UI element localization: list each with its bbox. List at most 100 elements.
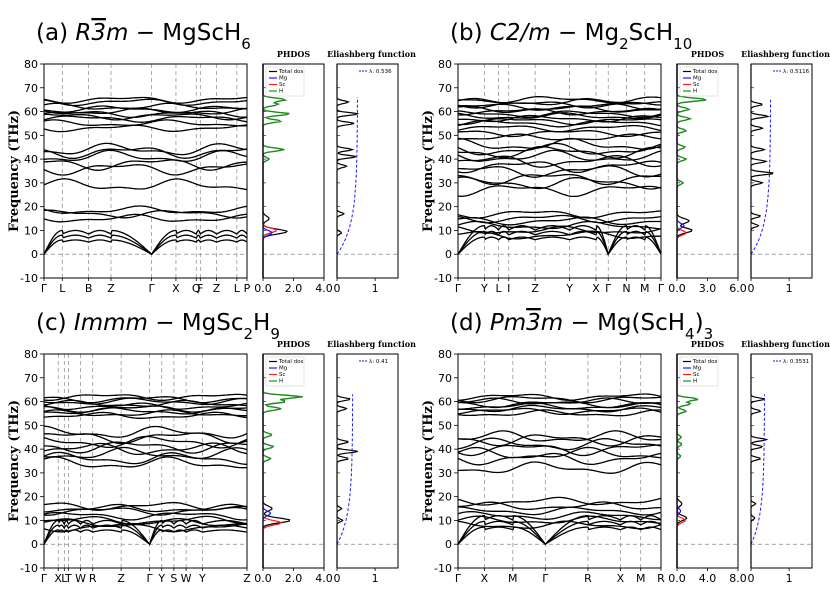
- title-subscript: 2: [244, 325, 254, 343]
- phdos-x-tick-label: 3.0: [699, 282, 717, 295]
- optical-branch-mid: [457, 176, 662, 190]
- kpath-label: Y: [565, 282, 573, 295]
- panel-title: (c) Immm − MgSc2H9: [36, 310, 280, 343]
- y-tick-label: 60: [438, 106, 452, 119]
- band-structure: [43, 96, 248, 256]
- optical-branch-mid: [457, 446, 662, 459]
- eliashberg-frame: [750, 63, 813, 279]
- optical-branch-high: [43, 397, 248, 406]
- lambda-curve: [750, 394, 765, 545]
- y-axis-label: Frequency (THz): [7, 110, 22, 232]
- optical-branch-mid: [43, 149, 248, 162]
- optical-branch-high: [458, 404, 662, 413]
- title-spacegroup-bar: 3: [91, 20, 106, 46]
- eliashberg-frame: [336, 353, 399, 569]
- title-subscript: 9: [270, 325, 280, 343]
- title-subscript: 3: [704, 325, 714, 343]
- eliashberg-x-tick-label: 1: [372, 282, 379, 295]
- y-tick-label: 40: [24, 443, 38, 456]
- y-tick-label: 80: [24, 58, 38, 71]
- optical-branch-high: [457, 97, 661, 106]
- optical-branch-high: [43, 105, 247, 114]
- kpath-label: Z: [243, 572, 251, 585]
- title-formula: − Mg(ScH: [563, 310, 685, 336]
- eliashberg-frame: [750, 353, 813, 569]
- y-axis-label: Frequency (THz): [421, 400, 436, 522]
- title-formula: − MgScH: [128, 20, 241, 46]
- optical-branch-low: [457, 216, 661, 226]
- phdos-x-tick-label: 8.0: [729, 572, 747, 585]
- optical-branch-high: [457, 103, 662, 111]
- y-tick-label: -10: [434, 562, 452, 575]
- optical-branch-low: [43, 209, 248, 219]
- kpath-label: T: [64, 572, 72, 585]
- kpath-label: Γ: [542, 572, 549, 585]
- kpath-label: Y: [480, 282, 488, 295]
- y-tick-label: 70: [438, 82, 452, 95]
- y-tick-label: 10: [24, 224, 38, 237]
- acoustic-branch: [457, 230, 662, 256]
- y-tick-label: 20: [24, 201, 38, 214]
- band-frame: [43, 353, 248, 569]
- kpath-label: X: [54, 572, 62, 585]
- kpath-label: R: [89, 572, 97, 585]
- lambda-legend-label: λ: 0.5116: [783, 69, 810, 75]
- lambda-legend-label: λ: 0.536: [369, 69, 392, 75]
- y-tick-label: 60: [24, 106, 38, 119]
- phdos-x-tick-label: 4.0: [315, 282, 333, 295]
- acoustic-branch: [43, 239, 248, 255]
- y-tick-label: 40: [24, 153, 38, 166]
- kpath-label: Γ: [41, 572, 48, 585]
- optical-branch-low: [457, 520, 662, 530]
- phdos-x-tick-label: 4.0: [699, 572, 717, 585]
- phdos-x-tick-label: 0.0: [254, 282, 272, 295]
- y-tick-label: 80: [438, 348, 452, 361]
- optical-branch-mid: [43, 425, 248, 439]
- optical-branch-mid: [458, 461, 662, 474]
- y-tick-label: 20: [438, 491, 452, 504]
- kpath-label: L: [234, 282, 241, 295]
- kpath-label: W: [181, 572, 192, 585]
- phdos-x-tick-label: 0.0: [254, 572, 272, 585]
- y-tick-label: 30: [24, 467, 38, 480]
- acoustic-branch: [43, 524, 248, 546]
- eliashberg-frame: [336, 63, 399, 279]
- a2f-curve: [336, 354, 358, 568]
- legend-label: Total dos: [278, 359, 303, 365]
- a2f-curve: [336, 64, 360, 278]
- band-structure: [457, 393, 662, 546]
- optical-branch-mid: [458, 430, 662, 442]
- kpath-label: M: [640, 282, 650, 295]
- title-spacegroup: Immm: [74, 310, 148, 336]
- optical-branch-high: [457, 118, 662, 126]
- kpath-label: Y: [198, 572, 206, 585]
- optical-branch-mid: [458, 434, 662, 447]
- legend-label: Mg: [279, 366, 287, 372]
- optical-branch-mid: [43, 456, 248, 469]
- kpath-label: Γ: [146, 572, 153, 585]
- y-tick-label: 30: [438, 467, 452, 480]
- kpath-label: Γ: [658, 282, 665, 295]
- y-tick-label: 30: [24, 177, 38, 190]
- y-tick-label: 20: [24, 491, 38, 504]
- kpath-label: Γ: [605, 282, 612, 295]
- y-tick-label: 0: [445, 538, 452, 551]
- title-spacegroup: R: [75, 20, 91, 46]
- y-tick-label: 10: [438, 224, 452, 237]
- kpath-label: X: [172, 282, 180, 295]
- phdos-header: PHDOS: [277, 49, 310, 59]
- kpath-label: M: [508, 572, 518, 585]
- kpath-label: X: [592, 282, 600, 295]
- lambda-curve: [336, 394, 354, 545]
- title-label: (d): [450, 310, 490, 336]
- eliashberg-x-tick-label: 1: [786, 572, 793, 585]
- y-axis-label: Frequency (THz): [421, 110, 436, 232]
- optical-branch-low: [457, 511, 661, 521]
- optical-branch-mid: [457, 142, 662, 156]
- phdos-header: PHDOS: [691, 49, 724, 59]
- title-spacegroup-end: m: [106, 20, 128, 46]
- eliashberg-header: Eliashberg function: [741, 339, 830, 349]
- optical-branch-low: [457, 210, 662, 219]
